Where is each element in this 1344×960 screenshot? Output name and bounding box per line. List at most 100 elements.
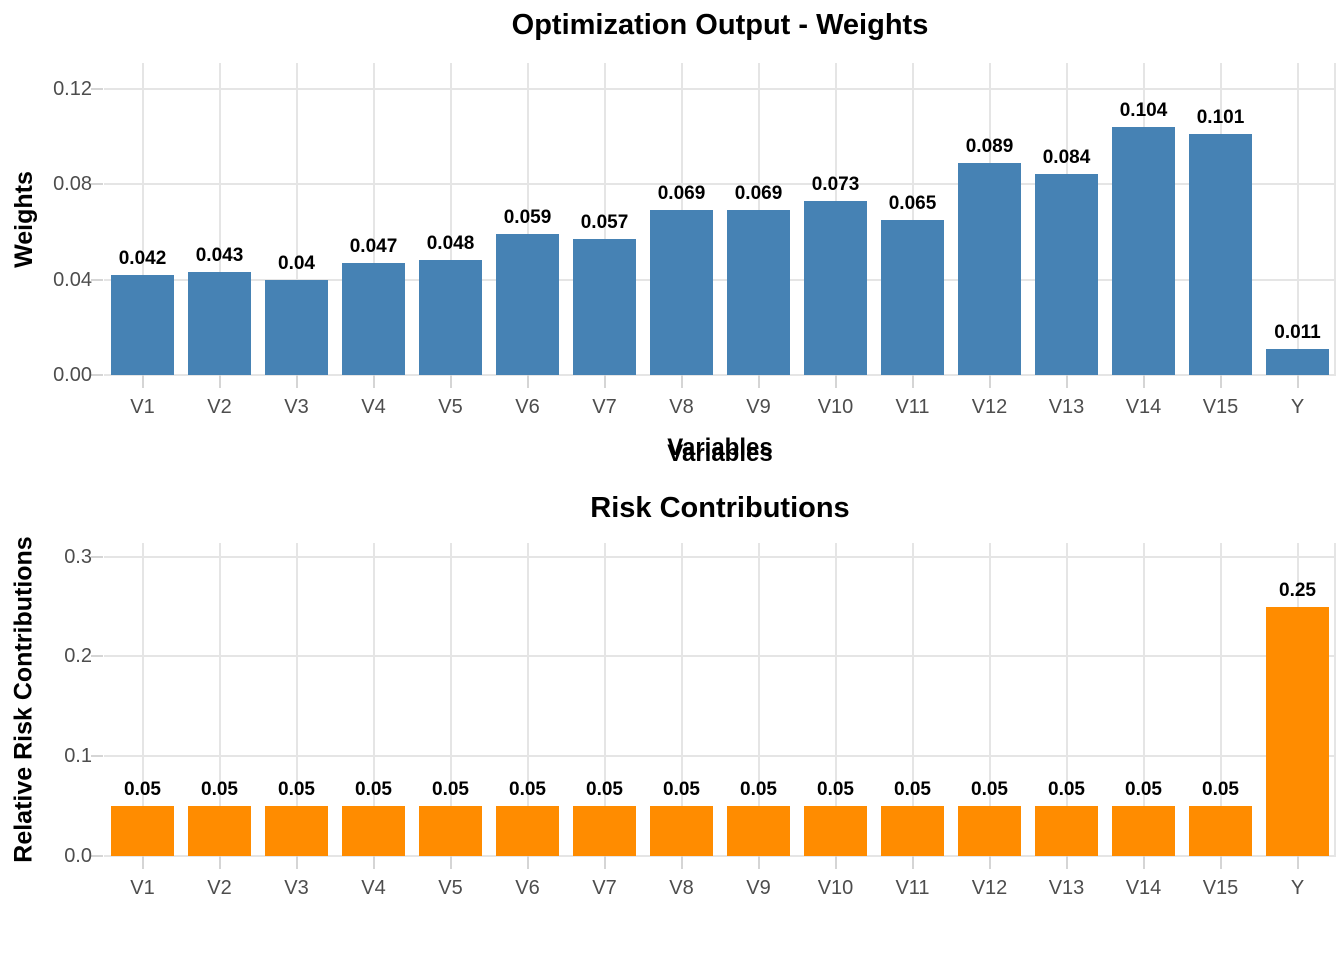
bar xyxy=(958,806,1021,856)
y-tick-label: 0.3 xyxy=(64,545,92,568)
x-tick-mark xyxy=(834,375,837,388)
x-category-label: V10 xyxy=(817,396,854,418)
x-tick-mark xyxy=(680,856,683,869)
bar-value-label: 0.104 xyxy=(1119,99,1168,121)
bar xyxy=(496,806,559,856)
y-tick-label: 0.08 xyxy=(53,173,92,196)
x-tick-mark xyxy=(1219,856,1222,869)
bar xyxy=(419,806,482,856)
gridline-vertical xyxy=(449,543,452,856)
gridline-horizontal xyxy=(104,655,1336,658)
gridline-vertical xyxy=(526,543,529,856)
x-category-label: V7 xyxy=(592,877,617,899)
bar xyxy=(188,806,251,856)
bar xyxy=(573,238,636,375)
x-category-label: V12 xyxy=(971,396,1008,418)
x-category-label: V3 xyxy=(284,396,309,418)
x-tick-mark xyxy=(1065,856,1068,869)
x-category-label: V11 xyxy=(895,877,930,899)
plot-panel: 0.0 0.1 0.2 0.3 0.05 V1 0.05 V2 0.05 V3 0.05 V4 0.05… xyxy=(64,543,1336,899)
x-tick-mark xyxy=(218,375,221,388)
bar-value-label: 0.04 xyxy=(278,252,315,274)
x-tick-mark xyxy=(1142,856,1145,869)
y-axis-title: Weights xyxy=(0,63,48,375)
bar xyxy=(1189,133,1252,375)
x-axis-title: Variables xyxy=(667,434,773,461)
gridline-vertical xyxy=(1334,543,1336,856)
gridline-vertical xyxy=(603,63,606,375)
x-category-label: V1 xyxy=(130,396,155,418)
chart-title: Optimization Output - Weights xyxy=(511,9,929,41)
y-tick-mark xyxy=(91,855,103,857)
bar xyxy=(804,200,867,375)
x-category-label: V14 xyxy=(1125,396,1162,418)
gridline-vertical xyxy=(372,543,375,856)
bar-value-label: 0.05 xyxy=(894,779,931,801)
bar-value-label: 0.011 xyxy=(1274,321,1321,343)
bar-value-label: 0.048 xyxy=(426,233,475,255)
bar xyxy=(1189,806,1252,856)
x-tick-mark xyxy=(603,856,606,869)
bar-value-label: 0.05 xyxy=(355,779,392,801)
x-axis-title: Variables xyxy=(667,440,773,467)
y-tick-mark xyxy=(91,555,103,558)
gridline-vertical xyxy=(911,543,914,856)
bar-value-label: 0.089 xyxy=(965,135,1014,157)
gridline-horizontal xyxy=(104,183,1336,186)
bar xyxy=(650,806,713,856)
bar xyxy=(265,806,328,856)
y-tick-mark xyxy=(91,183,103,186)
y-tick-mark xyxy=(91,374,103,376)
x-tick-mark xyxy=(757,856,760,869)
bar-value-label: 0.043 xyxy=(195,245,244,267)
x-tick-mark xyxy=(526,375,529,388)
x-tick-mark xyxy=(1142,375,1145,388)
x-category-label: V1 xyxy=(130,877,155,899)
x-category-label: Y xyxy=(1290,877,1305,899)
gridline-vertical xyxy=(141,543,144,856)
bar xyxy=(342,806,405,856)
bar xyxy=(342,262,405,375)
bar xyxy=(265,279,328,375)
x-category-label: V5 xyxy=(438,877,463,899)
bar-value-label: 0.069 xyxy=(657,183,706,205)
x-category-label: V8 xyxy=(669,877,694,899)
bar-value-label: 0.25 xyxy=(1279,579,1316,601)
gridline-horizontal xyxy=(104,374,1336,376)
gridline-vertical xyxy=(1065,543,1068,856)
y-tick-label: 0.0 xyxy=(64,845,92,867)
x-tick-mark xyxy=(141,375,144,388)
bar-value-label: 0.101 xyxy=(1196,106,1245,128)
x-tick-mark xyxy=(526,856,529,869)
x-category-label: V12 xyxy=(971,877,1008,899)
gridline-horizontal xyxy=(104,278,1336,281)
y-tick-mark xyxy=(91,278,103,281)
x-category-label: V4 xyxy=(361,396,386,418)
x-tick-mark xyxy=(1296,375,1299,388)
bar xyxy=(881,806,944,856)
bar-value-label: 0.069 xyxy=(734,183,783,205)
x-tick-mark xyxy=(295,856,298,869)
y-tick-label: 0.00 xyxy=(53,364,92,386)
bar xyxy=(727,210,790,375)
bar-value-label: 0.05 xyxy=(817,779,854,801)
x-tick-mark xyxy=(372,375,375,388)
x-category-label: V8 xyxy=(669,396,694,418)
x-category-label: V15 xyxy=(1202,877,1239,899)
gridline-horizontal xyxy=(104,855,1336,857)
bar xyxy=(881,219,944,375)
bar xyxy=(1266,348,1329,375)
x-category-label: V5 xyxy=(438,396,463,418)
x-tick-mark xyxy=(1065,375,1068,388)
x-category-label: V9 xyxy=(746,877,771,899)
gridline-vertical xyxy=(834,543,837,856)
x-category-label: V13 xyxy=(1048,396,1085,418)
y-tick-mark xyxy=(91,87,103,90)
risk-contributions-chart: Risk Contributions Relative Risk Contrib… xyxy=(0,440,1344,960)
bar-value-label: 0.047 xyxy=(349,235,398,257)
x-tick-mark xyxy=(1219,375,1222,388)
gridline-vertical xyxy=(1296,63,1299,375)
gridline-vertical xyxy=(757,543,760,856)
bar-value-label: 0.084 xyxy=(1042,147,1091,169)
bar xyxy=(1112,806,1175,856)
